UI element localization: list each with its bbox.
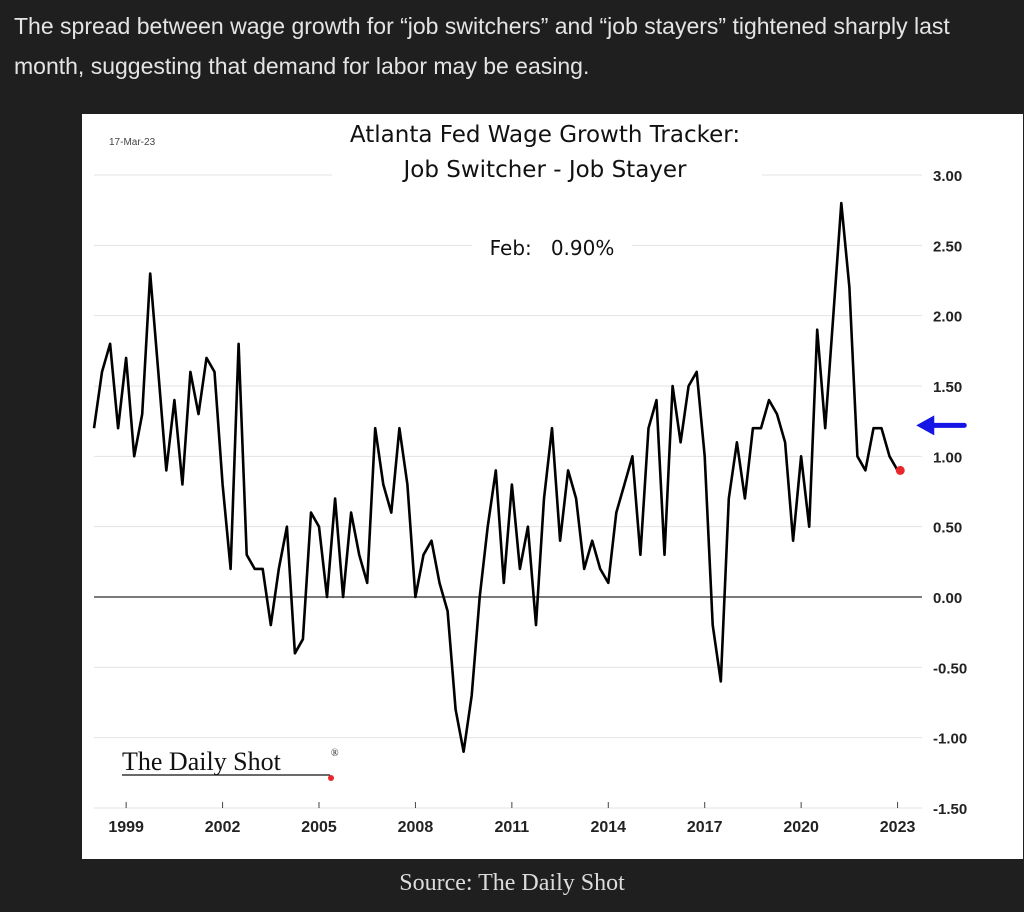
x-tick-label: 2020 [783, 819, 819, 836]
x-tick-label: 2011 [494, 819, 529, 836]
annotation-backdrop [472, 228, 632, 264]
date-stamp: 17-Mar-23 [109, 137, 156, 148]
brand-logo-text: The Daily Shot [122, 747, 282, 776]
y-tick-label: -1.00 [933, 731, 967, 748]
x-axis-ticks: 1999 2002 2005 2008 2011 2014 2017 2020 2023 [108, 802, 915, 836]
y-tick-label: 2.00 [933, 309, 962, 326]
x-tick-label: 1999 [108, 819, 144, 836]
y-tick-label: 2.50 [933, 238, 962, 255]
y-tick-label: -1.50 [933, 801, 967, 818]
x-tick-label: 2002 [205, 819, 241, 836]
x-tick-label: 2014 [590, 819, 626, 836]
brand-logo: The Daily Shot ® [122, 747, 339, 781]
y-tick-label: 0.00 [933, 590, 962, 607]
y-tick-label: 3.00 [933, 168, 962, 185]
x-tick-label: 2017 [687, 819, 723, 836]
y-tick-label: 1.50 [933, 379, 962, 396]
chart-title-line2: Job Switcher - Job Stayer [401, 157, 687, 183]
x-tick-label: 2008 [398, 819, 434, 836]
y-tick-label: 1.00 [933, 449, 962, 466]
series-line-job-switcher-minus-stayer [92, 201, 901, 753]
source-note: Source: The Daily Shot [399, 870, 625, 896]
x-tick-label: 2005 [301, 819, 337, 836]
brand-registered-mark: ® [331, 748, 339, 759]
caption-text: The spread between wage growth for “job … [14, 13, 950, 79]
chart-title-line1: Atlanta Fed Wage Growth Tracker: [350, 122, 740, 148]
wage-growth-chart: 3.00 2.50 2.00 1.50 1.00 0.50 0.00 -0.50 -1.00 -1… [92, 116, 967, 836]
y-axis-ticks: 3.00 2.50 2.00 1.50 1.00 0.50 0.00 -0.50 -1.00 -1… [933, 168, 967, 818]
chart-card: 3.00 2.50 2.00 1.50 1.00 0.50 0.00 -0.50 -1.00 -1… [82, 114, 1023, 859]
latest-value-arrow-icon [916, 415, 967, 436]
x-tick-label: 2023 [880, 819, 916, 836]
brand-dot [328, 775, 334, 781]
latest-value-annotation: Feb: 0.90% [490, 236, 615, 260]
title-backdrop [332, 116, 762, 190]
y-tick-label: 0.50 [933, 520, 962, 537]
last-data-point [895, 465, 905, 475]
y-tick-label: -0.50 [933, 660, 967, 677]
